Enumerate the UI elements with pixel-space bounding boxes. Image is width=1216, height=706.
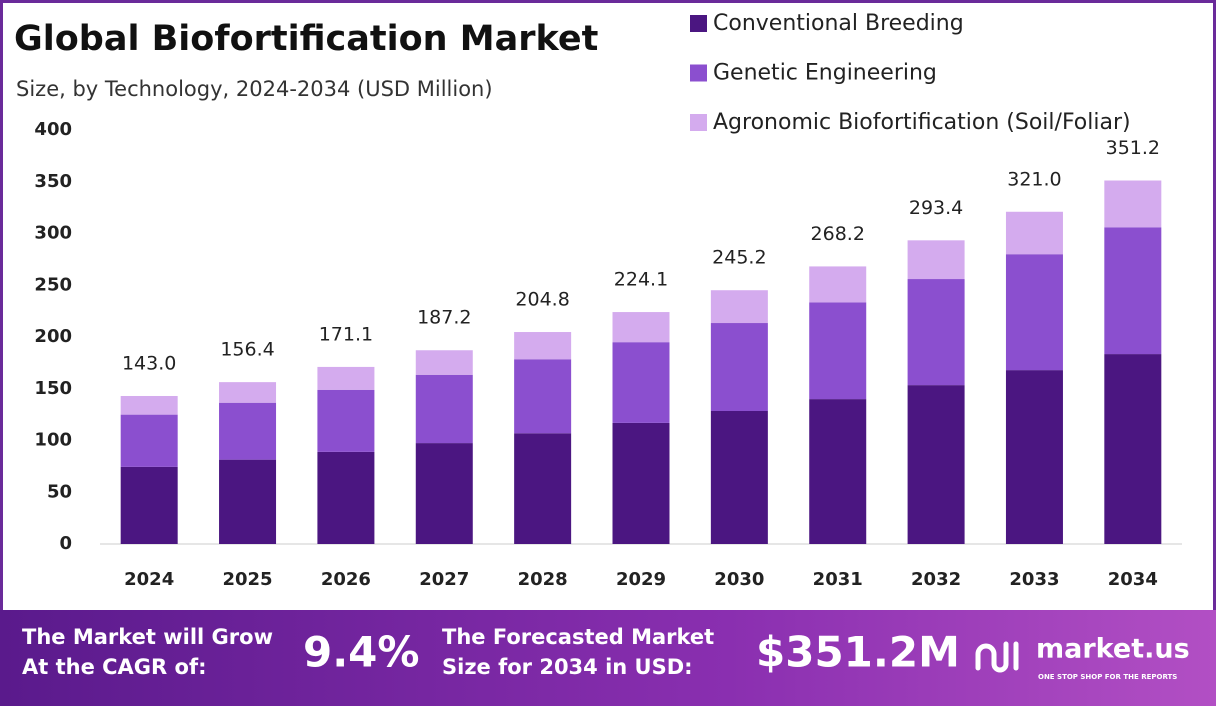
bar-segment	[612, 312, 670, 343]
total-label: 187.2	[417, 307, 471, 329]
x-tick-label: 2028	[518, 569, 568, 590]
bar-segment	[219, 402, 277, 460]
footer-text: The Market will Grow	[22, 625, 273, 649]
bar-segment	[710, 323, 768, 412]
bar-segment	[317, 451, 375, 544]
tagline: ONE STOP SHOP FOR THE REPORTS	[1038, 673, 1177, 681]
brand: market.us	[1036, 634, 1190, 665]
bar-segment	[612, 342, 670, 423]
bar-segment	[1005, 370, 1063, 544]
y-tick-label: 350	[34, 171, 72, 192]
bar-segment	[1005, 254, 1063, 371]
bar-segment	[219, 382, 277, 403]
cagr-value: 9.4%	[303, 628, 419, 677]
brand-logo	[975, 641, 1019, 673]
bar-segment	[514, 433, 572, 544]
x-tick-label: 2029	[616, 569, 666, 590]
bar-segment	[809, 399, 867, 544]
x-tick-label: 2032	[911, 569, 961, 590]
total-label: 156.4	[220, 339, 274, 361]
y-tick-label: 400	[34, 119, 72, 140]
x-tick-label: 2024	[124, 569, 174, 590]
legend-swatch	[690, 15, 707, 32]
total-label: 171.1	[319, 323, 373, 345]
y-tick-label: 200	[34, 326, 72, 347]
bar-segment	[120, 395, 178, 415]
total-label: 293.4	[909, 197, 963, 219]
total-label: 224.1	[614, 269, 668, 291]
footer-text: The Forecasted Market	[442, 625, 714, 649]
legend-swatch	[690, 114, 707, 131]
y-tick-label: 250	[34, 274, 72, 295]
x-tick-label: 2033	[1009, 569, 1059, 590]
bar-segment	[809, 302, 867, 400]
x-tick-label: 2034	[1108, 569, 1158, 590]
y-tick-label: 100	[34, 430, 72, 451]
bar-segment	[514, 332, 572, 360]
y-tick-label: 0	[59, 533, 72, 554]
legend: Conventional Breeding Genetic Engineering…	[690, 11, 1131, 135]
bar-segment	[907, 385, 965, 544]
bar-segment	[1104, 180, 1162, 228]
y-tick-label: 50	[47, 481, 72, 502]
x-tick-label: 2026	[321, 569, 371, 590]
bar-segment	[120, 414, 178, 467]
chart-title: Global Biofortification Market	[14, 19, 598, 59]
legend-label: Agronomic Biofortification (Soil/Foliar)	[713, 110, 1131, 135]
y-tick-label: 300	[34, 223, 72, 244]
bar-segment	[710, 411, 768, 544]
bar-segment	[809, 266, 867, 303]
x-tick-label: 2025	[222, 569, 272, 590]
legend-label: Genetic Engineering	[713, 61, 937, 86]
footer-banner	[0, 610, 1216, 706]
x-tick-label: 2031	[813, 569, 863, 590]
bar-segment	[219, 459, 277, 544]
footer-text: At the CAGR of:	[22, 655, 207, 679]
bar-segment	[120, 466, 178, 544]
y-tick-label: 150	[34, 378, 72, 399]
bar-segment	[415, 350, 473, 375]
bar-segment	[612, 422, 670, 544]
bar-segment	[907, 240, 965, 280]
forecast-value: $351.2M	[756, 628, 960, 677]
bar-segment	[415, 374, 473, 444]
bar-segment	[317, 389, 375, 452]
chart-subtitle: Size, by Technology, 2024-2034 (USD Mill…	[16, 77, 493, 101]
total-label: 204.8	[515, 289, 569, 311]
legend-swatch	[690, 64, 707, 82]
x-tick-label: 2027	[419, 569, 469, 590]
total-label: 143.0	[122, 352, 176, 374]
bar-segment	[907, 279, 965, 386]
legend-label: Conventional Breeding	[713, 11, 964, 36]
total-label: 321.0	[1007, 168, 1061, 190]
bar-segment	[1104, 354, 1162, 544]
bar-segment	[317, 366, 375, 390]
bar-segment	[514, 359, 572, 434]
total-label: 245.2	[712, 247, 766, 269]
bar-segment	[1104, 227, 1162, 355]
x-tick-label: 2030	[714, 569, 764, 590]
bar-segment	[1005, 211, 1063, 255]
bar-segment	[710, 290, 768, 324]
total-label: 268.2	[811, 223, 865, 245]
total-label: 351.2	[1106, 137, 1160, 159]
bar-segment	[415, 443, 473, 544]
footer-text: Size for 2034 in USD:	[442, 655, 693, 679]
